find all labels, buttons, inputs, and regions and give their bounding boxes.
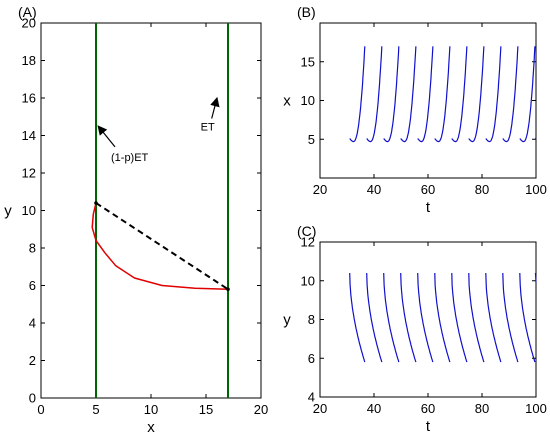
x-axis-label: x xyxy=(147,419,155,436)
plot-frame xyxy=(319,241,537,398)
jump-end-point xyxy=(226,287,230,292)
y-cycle-3 xyxy=(383,272,400,363)
x-tick-label: 5 xyxy=(92,402,99,417)
y-tick-label: 10 xyxy=(22,203,36,218)
y-tick-label: 12 xyxy=(22,166,36,181)
y-cycle-11 xyxy=(519,272,536,363)
y-tick-label: 14 xyxy=(22,128,36,143)
y-cycle-9 xyxy=(485,272,502,363)
panel-label: (B) xyxy=(297,4,316,20)
y-tick-label: 4 xyxy=(29,316,36,331)
jump-start-point xyxy=(94,201,98,205)
y-cycle-8 xyxy=(468,272,485,363)
y-tick-label: 0 xyxy=(29,391,36,406)
trajectory-curve xyxy=(91,202,229,291)
y-tick-label: 20 xyxy=(22,16,36,31)
x-tick-label: 20 xyxy=(313,401,327,416)
x-tick-label: 20 xyxy=(254,402,268,417)
x-tick-label: 10 xyxy=(144,402,158,417)
annotation-et: ET xyxy=(201,122,215,134)
y-tick-label: 8 xyxy=(29,241,36,256)
annotation-arrow-1-p-et xyxy=(97,125,116,148)
x-cycle-11 xyxy=(519,46,536,143)
x-tick-label: 100 xyxy=(525,182,547,197)
x-cycle-10 xyxy=(502,46,519,143)
annotation-arrow-et xyxy=(210,96,220,119)
panel-label: (A) xyxy=(18,4,37,20)
x-cycle-7 xyxy=(451,46,468,143)
jump-line xyxy=(95,202,229,291)
y-tick-label: 5 xyxy=(308,132,315,147)
y-axis-label: y xyxy=(4,203,12,220)
y-tick-label: 12 xyxy=(301,235,315,250)
plot-frame xyxy=(319,22,537,179)
x-tick-label: 100 xyxy=(525,401,547,416)
y-cycle-partial xyxy=(534,272,537,283)
x-cycle-6 xyxy=(434,46,451,143)
x-cycle-4 xyxy=(400,46,417,143)
y-tick-label: 18 xyxy=(22,53,36,68)
x-tick-label: 15 xyxy=(199,402,213,417)
x-tick-label: 60 xyxy=(421,182,435,197)
x-tick-label: 0 xyxy=(37,402,44,417)
y-tick-label: 16 xyxy=(22,91,36,106)
x-tick-label: 40 xyxy=(367,182,381,197)
x-tick-label: 40 xyxy=(367,401,381,416)
panel-label: (C) xyxy=(297,223,316,239)
x-cycle-5 xyxy=(417,46,434,143)
y-axis-label: y xyxy=(283,312,291,329)
y-cycle-4 xyxy=(400,272,417,363)
y-cycle-10 xyxy=(502,272,519,363)
x-cycle-2 xyxy=(366,46,383,143)
y-tick-label: 6 xyxy=(29,278,36,293)
y-tick-label: 2 xyxy=(29,353,36,368)
x-tick-label: 60 xyxy=(421,401,435,416)
x-cycle-9 xyxy=(485,46,502,143)
y-tick-label: 4 xyxy=(308,390,315,405)
panel-c: 20 40 60 80 100 4 6 8 10 12 t y (C) xyxy=(283,223,547,435)
x-tick-label: 80 xyxy=(475,401,489,416)
y-tick-label: 15 xyxy=(301,54,315,69)
annotation-1-p-et: (1-p)ET xyxy=(111,152,149,164)
panel-b: 20 40 60 80 100 5 10 15 t x (B) xyxy=(283,4,547,216)
x-cycle-partial xyxy=(534,137,537,140)
x-tick-label: 20 xyxy=(313,182,327,197)
y-tick-label: 10 xyxy=(301,273,315,288)
y-cycle-5 xyxy=(417,272,434,363)
y-cycle-6 xyxy=(434,272,451,363)
panel-a: 0 5 10 15 20 0 2 4 6 8 10 12 14 16 18 20 x y (A) (1-p)ET ET xyxy=(4,4,268,436)
y-cycle-1 xyxy=(349,272,366,363)
x-tick-label: 80 xyxy=(475,182,489,197)
x-cycle-3 xyxy=(383,46,400,143)
x-axis-label: t xyxy=(426,418,431,435)
y-cycle-2 xyxy=(366,272,383,363)
x-cycle-8 xyxy=(468,46,485,143)
y-tick-label: 10 xyxy=(301,93,315,108)
y-axis-label: x xyxy=(283,93,291,110)
x-axis-label: t xyxy=(426,199,431,216)
y-tick-label: 8 xyxy=(308,312,315,327)
y-tick-label: 6 xyxy=(308,351,315,366)
y-cycle-7 xyxy=(451,272,468,363)
x-cycle-1 xyxy=(349,46,366,143)
